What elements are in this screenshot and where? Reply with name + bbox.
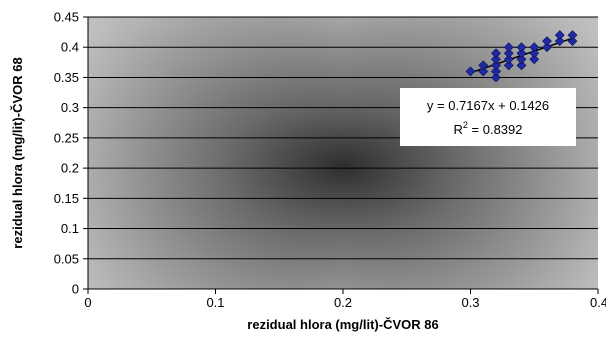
data-point xyxy=(503,48,514,59)
y-tick-label: 0.2 xyxy=(61,161,79,176)
data-point xyxy=(503,42,514,53)
data-point xyxy=(491,72,501,83)
r-squared-value: = 0.8392 xyxy=(468,122,523,137)
y-tick-label: 0.45 xyxy=(54,10,79,25)
data-point xyxy=(554,30,565,41)
y-tick-label: 0.25 xyxy=(54,130,79,145)
data-point xyxy=(491,66,501,77)
data-point xyxy=(529,54,540,65)
equation-box-bg xyxy=(400,88,576,146)
data-point xyxy=(554,36,565,47)
data-point xyxy=(529,48,540,59)
plot-area-shading xyxy=(88,17,598,289)
data-point xyxy=(465,66,476,77)
x-tick-label: 0 xyxy=(84,295,91,310)
y-axis-label: rezidual hlora (mg/lit)-ČVOR 68 xyxy=(10,57,25,248)
data-point xyxy=(516,42,527,53)
r-squared-exponent: 2 xyxy=(463,120,468,130)
data-point xyxy=(567,30,578,41)
y-tick-label: 0.15 xyxy=(54,191,79,206)
y-tick-label: 0.05 xyxy=(54,251,79,266)
r-squared-label: R xyxy=(454,122,463,137)
data-point xyxy=(503,54,514,65)
r-squared: R2 = 0.8392 xyxy=(454,120,523,137)
data-point xyxy=(567,36,578,47)
x-axis-label: rezidual hlora (mg/lit)-ČVOR 86 xyxy=(247,317,438,332)
trendline-equation: y = 0.7167x + 0.1426 xyxy=(427,98,549,113)
y-tick-label: 0.4 xyxy=(61,40,79,55)
x-tick-label: 0.2 xyxy=(334,295,352,310)
x-tick-label: 0.4 xyxy=(590,295,606,310)
data-point xyxy=(542,42,552,53)
y-tick-label: 0.1 xyxy=(61,221,79,236)
data-point xyxy=(529,42,540,53)
x-tick-labels: 0 0.1 0.2 0.3 0.4 xyxy=(84,295,606,310)
data-point xyxy=(516,60,527,71)
data-point xyxy=(503,60,514,71)
data-point xyxy=(516,54,527,65)
data-point xyxy=(478,66,489,77)
data-points xyxy=(465,30,578,83)
y-tick-label: 0 xyxy=(72,282,79,297)
data-point xyxy=(516,48,527,59)
data-point xyxy=(542,36,552,47)
x-tick-label: 0.1 xyxy=(206,295,224,310)
y-tick-label: 0.35 xyxy=(54,70,79,85)
data-point xyxy=(491,54,501,65)
x-tick-label: 0.3 xyxy=(461,295,479,310)
y-tick-label: 0.3 xyxy=(61,100,79,115)
data-point xyxy=(491,60,501,71)
y-tick-labels: 0 0.05 0.1 0.15 0.2 0.25 0.3 0.35 0.4 0.45 xyxy=(54,10,79,297)
axes xyxy=(83,16,599,294)
equation-box: y = 0.7167x + 0.1426 R2 = 0.8392 xyxy=(400,88,576,146)
data-point xyxy=(491,48,501,59)
data-point xyxy=(478,60,489,71)
